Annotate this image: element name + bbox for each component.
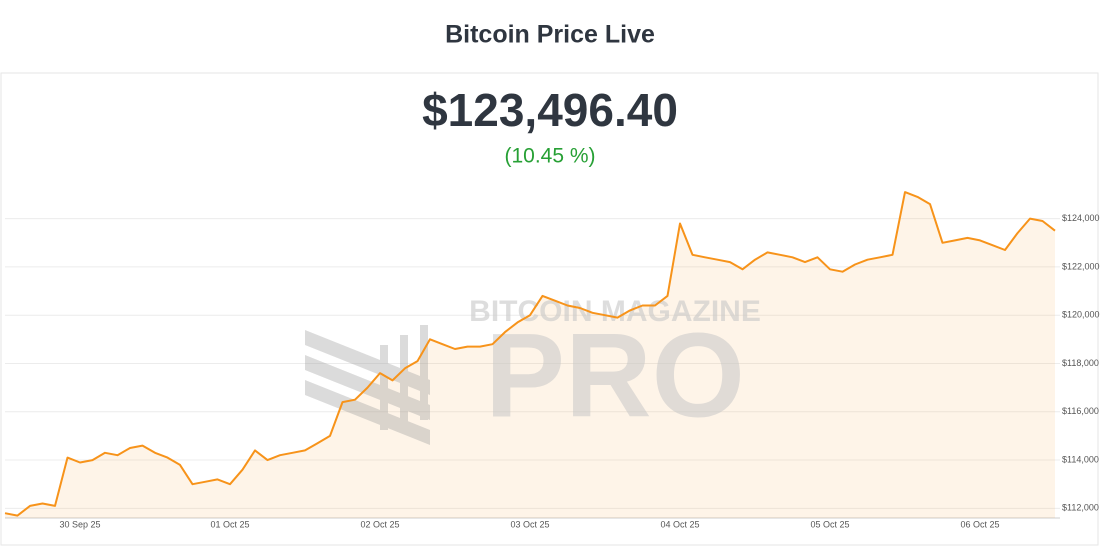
line bbox=[4, 191, 1056, 517]
panel bbox=[0, 72, 1099, 546]
y-tick-label: $112,000 bbox=[1062, 503, 1099, 513]
y-tick-label: $122,000 bbox=[1062, 261, 1100, 271]
price: $123,496.40 bbox=[422, 84, 678, 136]
x-tick-label: 03 Oct 25 bbox=[510, 519, 549, 529]
x-tick-label: 02 Oct 25 bbox=[360, 519, 399, 529]
y-tick-label: $116,000 bbox=[1062, 406, 1099, 416]
x-tick-label: 05 Oct 25 bbox=[810, 519, 849, 529]
x-tick-label: 06 Oct 25 bbox=[960, 519, 999, 529]
x-tick-label: 01 Oct 25 bbox=[210, 519, 249, 529]
chart-title: Bitcoin Price Live bbox=[445, 21, 655, 49]
y-tick-label: $120,000 bbox=[1062, 310, 1100, 320]
y-tick-label: $124,000 bbox=[1062, 213, 1100, 223]
x-tick-label: 30 Sep 25 bbox=[59, 519, 100, 529]
x-tick-label: 04 Oct 25 bbox=[660, 519, 699, 529]
watermark-text: PRO bbox=[485, 309, 745, 443]
area bbox=[5, 192, 1055, 518]
change: (10.45 %) bbox=[504, 145, 595, 168]
y-tick-label: $118,000 bbox=[1062, 358, 1099, 368]
y-tick-label: $114,000 bbox=[1062, 454, 1099, 464]
